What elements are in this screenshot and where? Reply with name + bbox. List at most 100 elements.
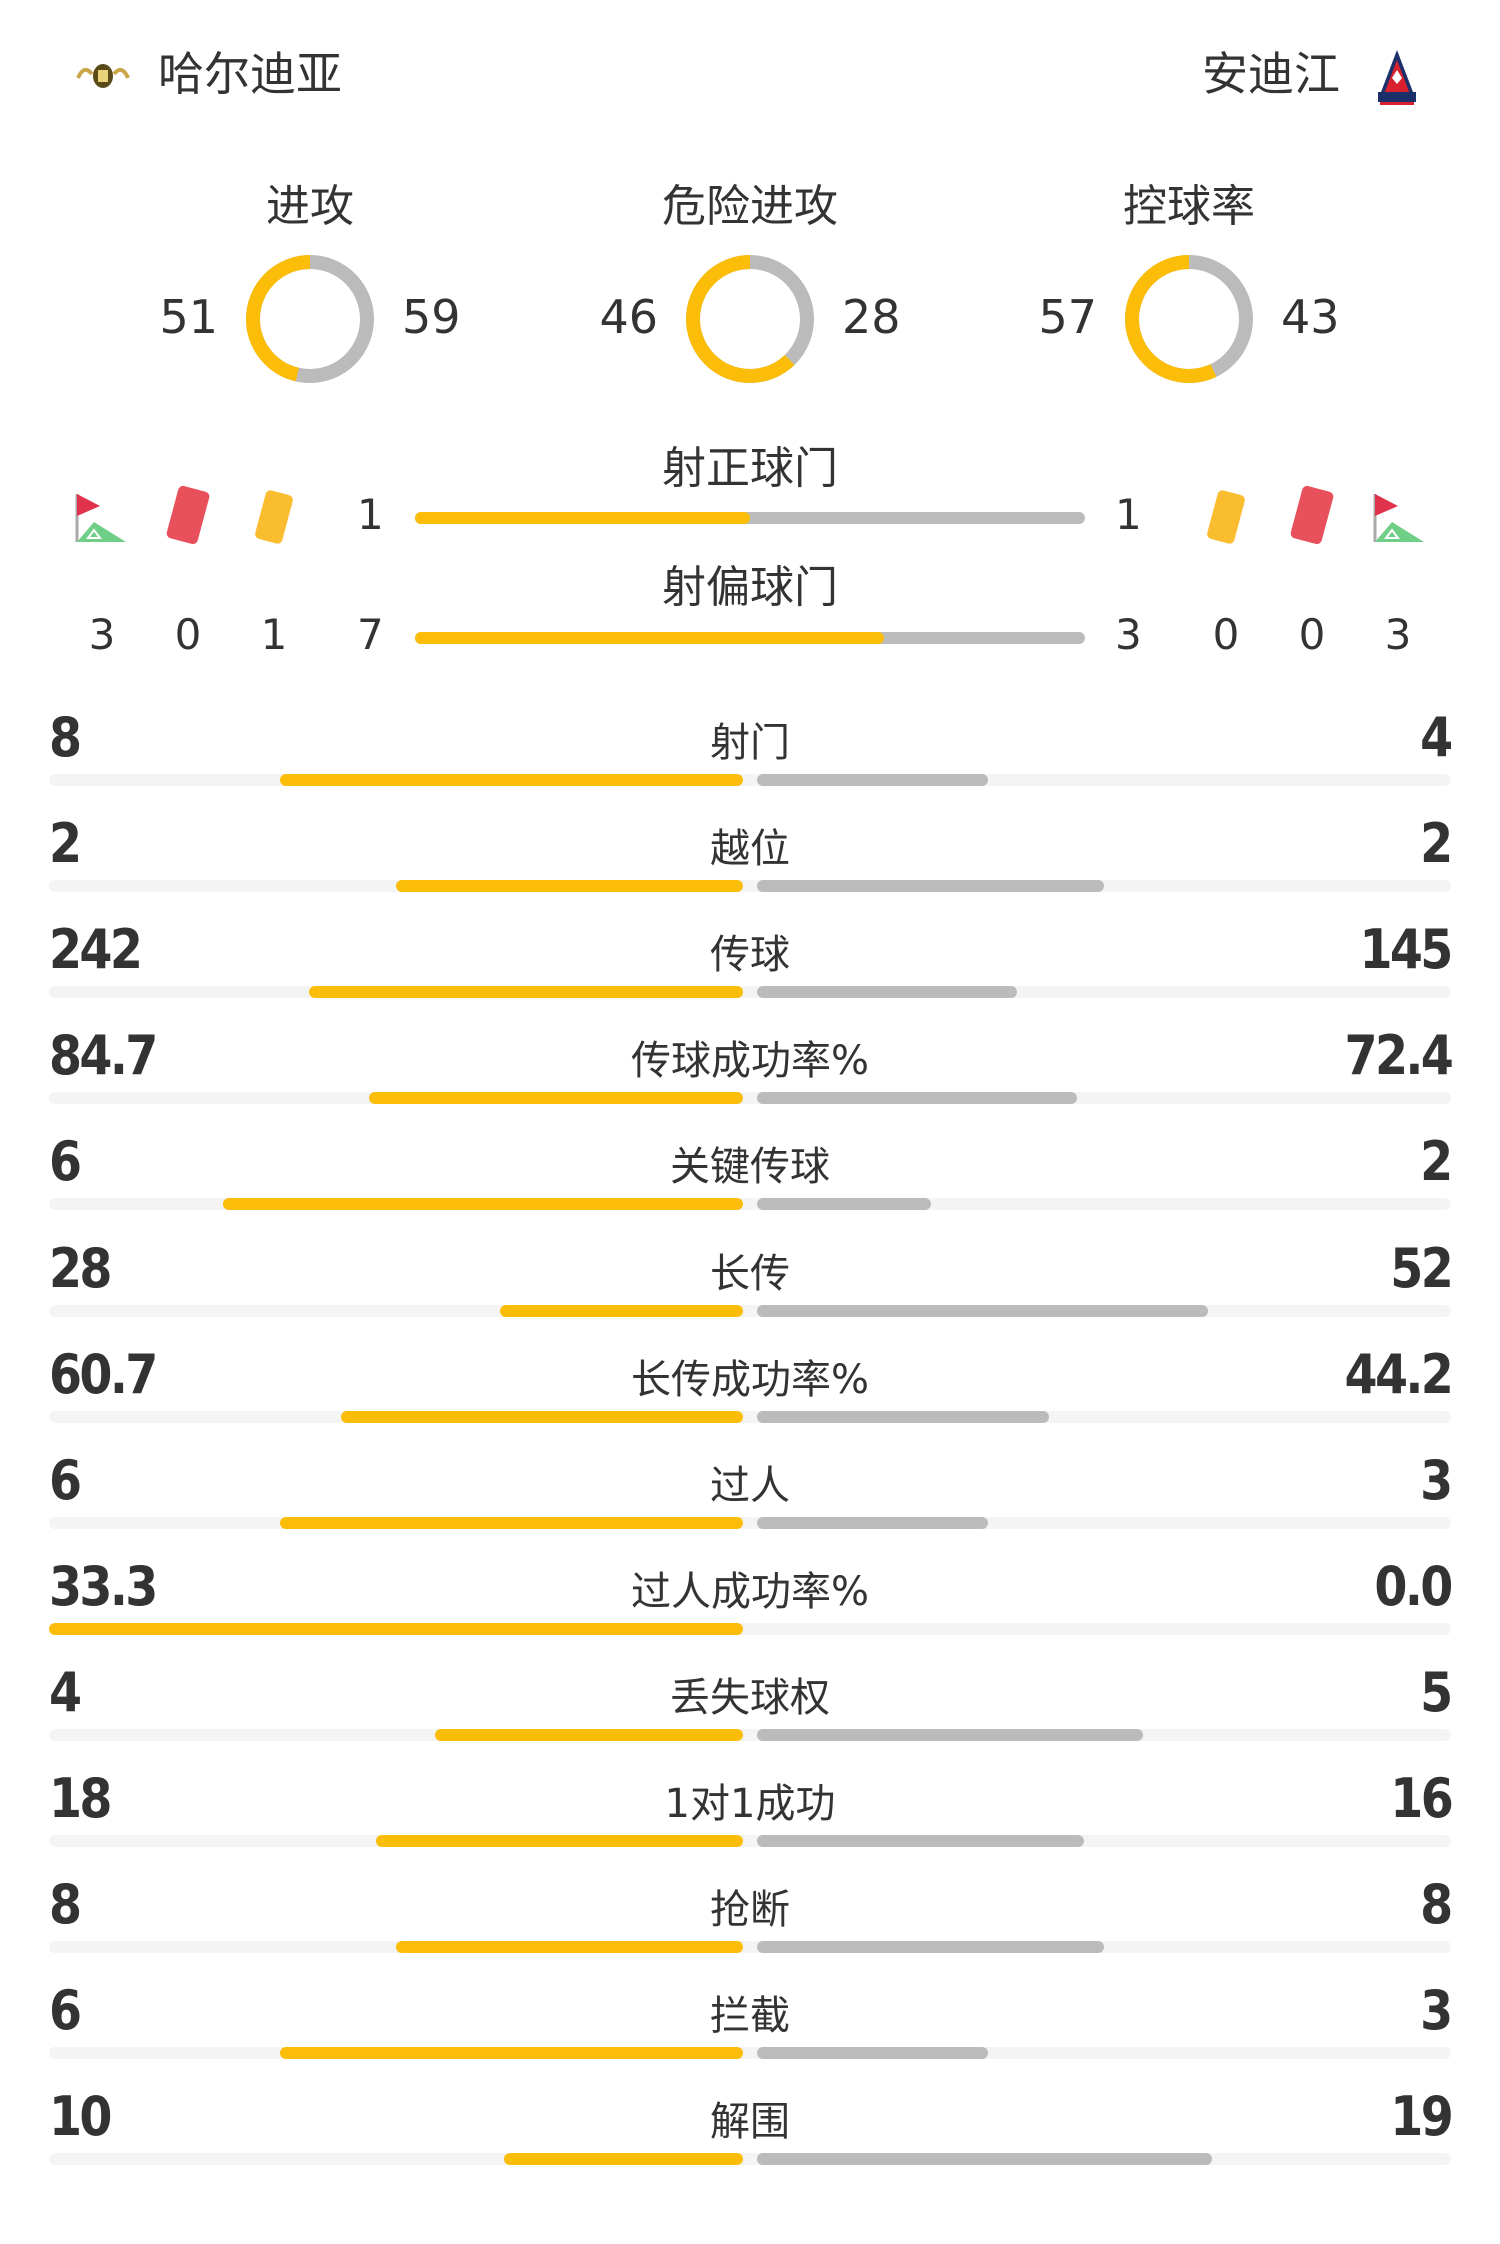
stat-home-value: 8	[49, 706, 82, 769]
home-shots-on-value: 1	[357, 490, 384, 539]
donut-chart	[246, 255, 374, 383]
stat-away-value: 4	[1420, 706, 1454, 769]
donut-home-value: 46	[599, 290, 658, 344]
stat-home-value: 6	[49, 1130, 82, 1194]
shots-off-home-fill	[415, 632, 884, 644]
stat-track	[49, 880, 1451, 893]
stat-track	[49, 1941, 1451, 1954]
stat-label: 过人成功率%	[630, 1568, 870, 1615]
stat-away-value: 2	[1420, 812, 1454, 876]
stat-label: 1对1成功	[664, 1781, 836, 1827]
stat-label: 丢失球权	[670, 1674, 830, 1721]
stat-label: 过人	[710, 1462, 790, 1509]
donut-home-value: 57	[1038, 290, 1097, 344]
stat-home-value: 4	[49, 1660, 82, 1724]
stat-away-value: 2	[1420, 1130, 1454, 1194]
away-corners-value: 3	[1384, 610, 1412, 659]
away-team-name[interactable]: 安迪江	[1202, 47, 1340, 101]
stat-track	[49, 1516, 1451, 1529]
stat-away-bar	[757, 1516, 989, 1529]
stat-home-bar	[396, 880, 743, 893]
stat-away-bar	[757, 880, 1104, 893]
donut-chart	[686, 255, 814, 383]
donut-home-arc	[1125, 255, 1253, 383]
donut-away-value: 59	[402, 290, 461, 344]
donut-home-value: 51	[159, 290, 218, 344]
stat-home-value: 8	[49, 1873, 82, 1937]
stat-away-value: 0.0	[1374, 1554, 1454, 1618]
stat-home-bar	[396, 1941, 743, 1954]
away-shots-off-value: 3	[1115, 610, 1142, 659]
stat-home-bar	[280, 1516, 743, 1529]
home-shots-off-value: 7	[357, 610, 384, 659]
stat-home-value: 18	[49, 1767, 113, 1830]
stat-track	[49, 1835, 1451, 1847]
stat-away-bar	[757, 1835, 1084, 1847]
stat-track	[49, 1304, 1451, 1317]
away-yellow-cards-value: 0	[1212, 610, 1240, 659]
stat-home-bar	[280, 774, 743, 786]
stat-home-bar	[280, 2047, 743, 2060]
stat-home-value: 84.7	[49, 1024, 158, 1088]
stat-away-value: 145	[1359, 918, 1454, 982]
stat-home-value: 28	[49, 1236, 113, 1300]
stat-away-bar	[757, 1728, 1143, 1741]
stat-away-bar	[757, 1304, 1209, 1317]
stat-away-bar	[757, 1092, 1077, 1105]
stat-away-bar	[757, 774, 989, 786]
home-logo	[74, 56, 132, 96]
donut-home-arc	[686, 255, 814, 383]
stat-track	[49, 1092, 1451, 1105]
stat-away-value: 44.2	[1344, 1342, 1453, 1406]
stat-home-bar	[341, 1410, 743, 1423]
stat-home-value: 6	[49, 1979, 82, 2043]
stat-label: 解围	[710, 2099, 790, 2146]
stat-label: 射门	[710, 720, 790, 766]
stat-home-value: 33.3	[49, 1554, 158, 1618]
donut-title: 控球率	[1123, 181, 1255, 232]
stat-away-bar	[757, 2047, 989, 2060]
donut-away-value: 43	[1281, 290, 1340, 344]
stat-label: 关键传球	[670, 1144, 830, 1191]
shots-off-label: 射偏球门	[662, 562, 838, 613]
home-red-card-icon	[162, 484, 210, 545]
stat-track	[49, 986, 1451, 999]
stat-track	[49, 1410, 1451, 1423]
shots-on-home-fill	[415, 512, 750, 524]
home-red-cards-value: 0	[174, 610, 202, 659]
stat-away-value: 19	[1390, 2085, 1454, 2149]
stat-home-bar	[503, 2153, 743, 2166]
stat-label: 越位	[710, 826, 790, 873]
stat-home-value: 6	[49, 1448, 82, 1512]
stat-away-bar	[757, 2153, 1212, 2166]
home-corner-icon	[74, 492, 126, 544]
stat-away-value: 16	[1390, 1767, 1454, 1830]
stat-away-value: 8	[1420, 1873, 1454, 1937]
away-red-card-icon	[1286, 484, 1334, 545]
stat-away-bar	[757, 1410, 1050, 1423]
away-logo	[1374, 48, 1420, 106]
donut-chart	[1125, 255, 1253, 383]
away-yellow-card-icon	[1200, 488, 1245, 544]
shots-on-label: 射正球门	[662, 443, 838, 494]
stat-away-bar	[757, 1941, 1104, 1954]
stat-away-value: 72.4	[1344, 1024, 1453, 1088]
away-shots-on-value: 1	[1115, 490, 1142, 539]
stat-track	[49, 774, 1451, 786]
stat-home-bar	[434, 1728, 743, 1741]
away-corner-icon	[1372, 492, 1424, 544]
stat-home-value: 60.7	[49, 1342, 158, 1406]
donut-title: 进攻	[266, 181, 354, 232]
home-team-name[interactable]: 哈尔迪亚	[158, 47, 342, 101]
stat-home-bar	[222, 1198, 743, 1211]
stat-home-value: 10	[49, 2085, 113, 2149]
stat-home-value: 2	[49, 812, 82, 876]
shots-off-bar	[415, 632, 1085, 644]
stat-away-value: 3	[1420, 1448, 1454, 1512]
stat-track	[49, 1728, 1451, 1741]
stat-home-value: 242	[49, 918, 143, 982]
stat-away-value: 5	[1420, 1660, 1454, 1724]
stat-label: 抢断	[710, 1887, 790, 1934]
donut-away-value: 28	[842, 290, 901, 344]
stat-home-bar	[375, 1835, 743, 1847]
